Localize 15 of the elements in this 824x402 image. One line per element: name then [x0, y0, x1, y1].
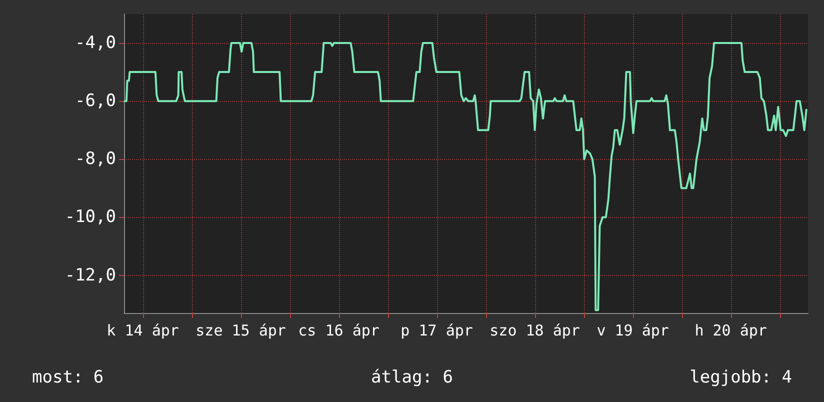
y-tick-label: -4,0 — [75, 33, 116, 54]
text: most: 6 — [32, 368, 104, 388]
y-tick-label: -8,0 — [75, 149, 116, 170]
x-tick-label: p 17 ápr — [400, 322, 473, 340]
x-tick-label: sze 15 ápr — [196, 322, 286, 340]
x-tick-label: v 19 ápr — [596, 322, 669, 340]
x-tick-label: k 14 ápr — [106, 322, 179, 340]
x-tick-label: h 20 ápr — [694, 322, 767, 340]
x-tick-label: szo 18 ápr — [490, 322, 580, 340]
y-tick-label: -12,0 — [64, 265, 116, 286]
text: átlag: 6 — [371, 368, 453, 388]
x-tick-label: cs 16 ápr — [298, 322, 380, 340]
y-tick-label: -6,0 — [75, 91, 116, 112]
text: legjobb: 4 — [690, 368, 792, 388]
y-tick-label: -10,0 — [64, 207, 116, 228]
